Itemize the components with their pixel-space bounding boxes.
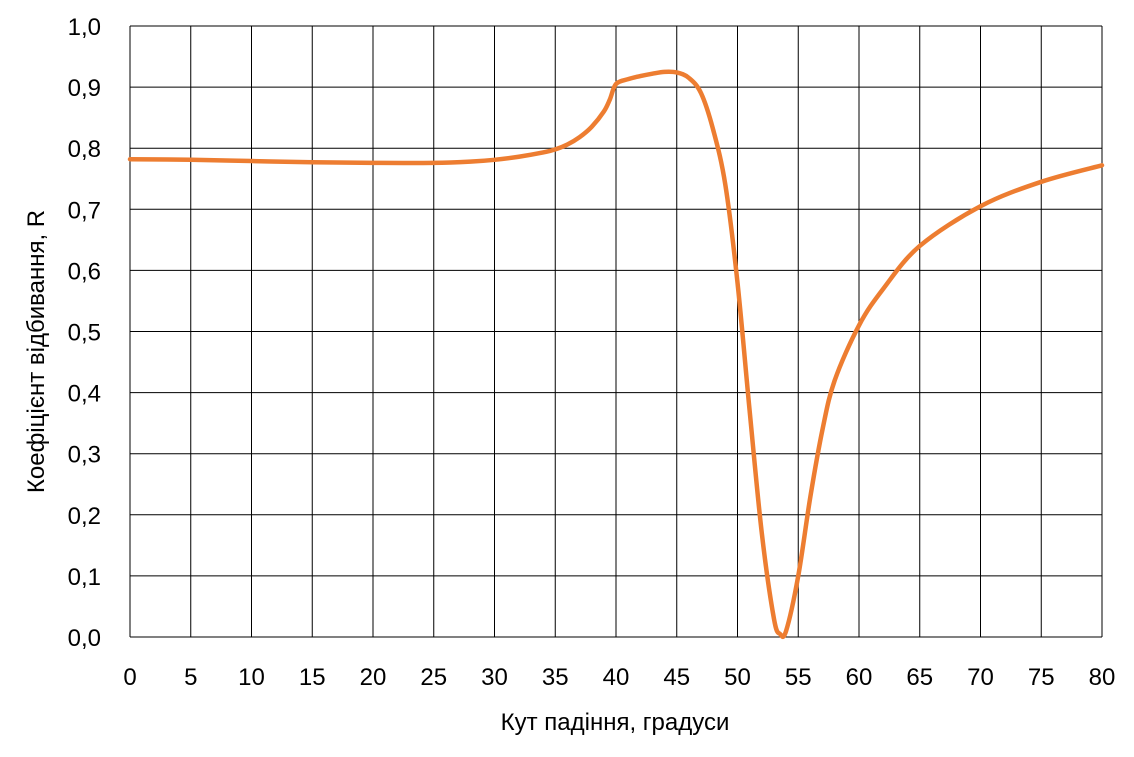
x-tick-label: 50 — [724, 664, 751, 691]
x-tick-label: 10 — [238, 664, 265, 691]
x-tick-label: 75 — [1028, 664, 1055, 691]
x-tick-label: 35 — [542, 664, 569, 691]
y-tick-label: 0,3 — [68, 442, 101, 469]
y-tick-label: 0,5 — [68, 320, 101, 347]
series-layer — [127, 69, 1105, 640]
x-tick-label: 45 — [663, 664, 690, 691]
y-tick-label: 0,7 — [68, 197, 101, 224]
x-tick-label: 0 — [123, 664, 136, 691]
y-tick-label: 0,1 — [68, 564, 101, 591]
x-tick-label: 20 — [360, 664, 387, 691]
y-tick-label: 0,4 — [68, 381, 101, 408]
x-tick-label: 80 — [1089, 664, 1116, 691]
x-tick-label: 65 — [906, 664, 933, 691]
y-tick-label: 1,0 — [68, 14, 101, 41]
x-tick-label: 5 — [184, 664, 197, 691]
x-tick-label: 30 — [481, 664, 508, 691]
x-tick-label: 40 — [603, 664, 630, 691]
y-tick-label: 0,2 — [68, 503, 101, 530]
series-line — [127, 69, 1105, 640]
x-axis-ticks: 0 5 10 15 20 25 30 35 40 45 50 55 60 65 70 75 80 — [123, 664, 1115, 691]
y-tick-label: 0,8 — [68, 136, 101, 163]
x-tick-label: 60 — [846, 664, 873, 691]
y-axis-title: Коефіцієнт відбивання, R — [23, 210, 50, 493]
x-tick-label: 55 — [785, 664, 812, 691]
y-tick-label: 0,6 — [68, 258, 101, 285]
x-tick-label: 15 — [299, 664, 326, 691]
y-tick-label: 0,9 — [68, 75, 101, 102]
y-axis-ticks: 0,0 0,1 0,2 0,3 0,4 0,5 0,6 0,7 0,8 0,9 1,0 — [68, 14, 101, 652]
x-tick-label: 70 — [967, 664, 994, 691]
y-tick-label: 0,0 — [68, 625, 101, 652]
grid — [129, 25, 1103, 638]
x-tick-label: 25 — [420, 664, 447, 691]
x-axis-title: Кут падіння, градуси — [501, 709, 730, 736]
